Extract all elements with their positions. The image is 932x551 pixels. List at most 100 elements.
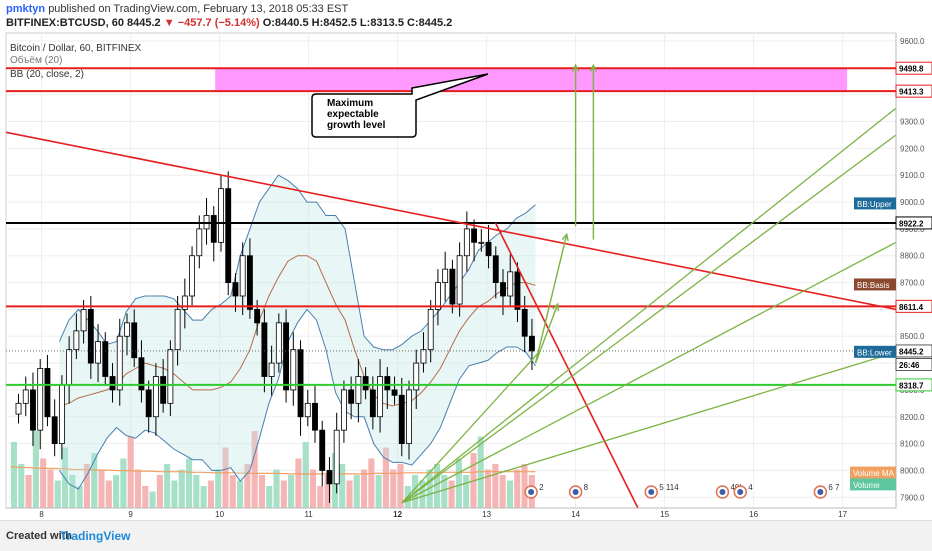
candle-body [152,376,159,418]
volume-bar [419,480,426,508]
volume-ma-line [10,466,536,475]
candle-body [434,282,441,310]
volume-bar [229,475,236,508]
volume-bar [193,475,200,508]
level-tag [895,378,932,392]
bb-tag [854,345,896,358]
volume-bar [40,458,47,508]
level-tag [895,299,932,313]
volume-bar [237,480,244,508]
y-tick-label: 9000.0 [900,198,925,207]
x-tick-label: 17 [838,510,847,519]
volume-bar [433,464,441,508]
price-axis[interactable]: 7900.08000.08100.08200.08300.08400.08500… [850,33,932,508]
y-tick-label: 8800.0 [900,252,925,261]
green-fan-1 [401,107,896,504]
volume-bar [251,431,258,508]
candle-body [340,389,347,431]
y-tick-label: 9300.0 [900,118,925,127]
candle-body [22,389,29,404]
candle-body [225,188,232,283]
callout-line: Maximum [327,98,373,109]
volume-bar [18,464,25,508]
candle-body [167,349,174,404]
volume-bar [127,436,134,508]
volume-bar [346,480,353,508]
level-tag-label: 9498.8 [899,65,924,74]
candle-body [355,376,362,404]
candle-body [398,394,405,444]
volume-bar [134,469,142,508]
candle-body [189,255,195,297]
callout-bubble [311,73,489,138]
volume-bar [492,464,499,508]
time-axis[interactable]: 8 9 10 11 12 13 14 15 16 17 [6,507,896,519]
bb-tag [854,278,896,291]
event-flag-inner [719,489,726,495]
candle-body [210,215,217,243]
volume-bar [149,491,156,508]
legend-volume: Объём (20) [10,54,62,66]
trend-lines [6,107,896,508]
target-zone-rect [215,68,848,92]
y-tick-label: 8000.0 [900,466,925,475]
volume-bar [113,475,120,508]
candle-body [218,188,224,243]
event-flag-inner [572,489,579,495]
volume-bar [105,480,112,508]
candle-body [239,255,246,297]
candle-body [369,389,376,418]
x-tick-label: 13 [482,510,491,519]
candle-body [312,402,318,431]
candle-body [116,335,123,391]
candle-body [362,376,369,391]
candle-body [30,389,36,431]
y-tick-label: 8100.0 [900,440,925,449]
candle-body [326,470,333,485]
x-tick-label: 16 [749,510,758,519]
level-tag [895,61,932,75]
event-label: 8 [584,483,589,492]
volume-bar [207,480,214,508]
x-tick-label: 11 [304,510,313,519]
volume-bar [266,486,273,508]
candle-body [109,376,116,391]
x-tick-label: 10 [215,510,224,519]
price-change: ▼ −457.7 (−5.14%) [163,17,260,29]
volume-bar [164,464,171,508]
bb-fill [59,175,536,490]
arrow-head [552,302,560,312]
volume-bar [47,469,54,508]
candle-body [232,282,239,297]
candle-body [246,255,253,310]
volume-bar [455,458,462,508]
volume-bar [258,475,266,508]
callout-text: Maximum expectable growth level [327,98,386,131]
candle-body [73,330,80,351]
volume-bar [156,475,163,508]
bb-tag-label: BB:Basis [857,281,889,290]
candle-body [413,362,420,391]
event-flag-inner [648,489,655,495]
y-tick-label: 9600.0 [900,37,925,46]
volume-bar [76,486,83,508]
publish-text: published on TradingView.com, February 1… [48,3,349,15]
volume-bar [69,475,76,508]
volume-bar [288,475,295,508]
candle-body [102,341,109,377]
candle-body [492,255,499,283]
y-tick-label: 9100.0 [900,171,925,180]
candle-body [15,402,22,415]
candle-body [478,241,485,244]
volume-bar [390,469,397,508]
candle-body [456,255,463,305]
candle-body [521,309,528,337]
bb-upper-line [58,174,536,351]
candle-body [283,322,290,391]
author-link[interactable]: pmktyn [6,3,46,15]
volume-bar [448,480,455,508]
candle-body [319,429,326,471]
arrow-shaft [534,234,568,364]
tradingview-logo[interactable]: TradingView [60,529,131,543]
